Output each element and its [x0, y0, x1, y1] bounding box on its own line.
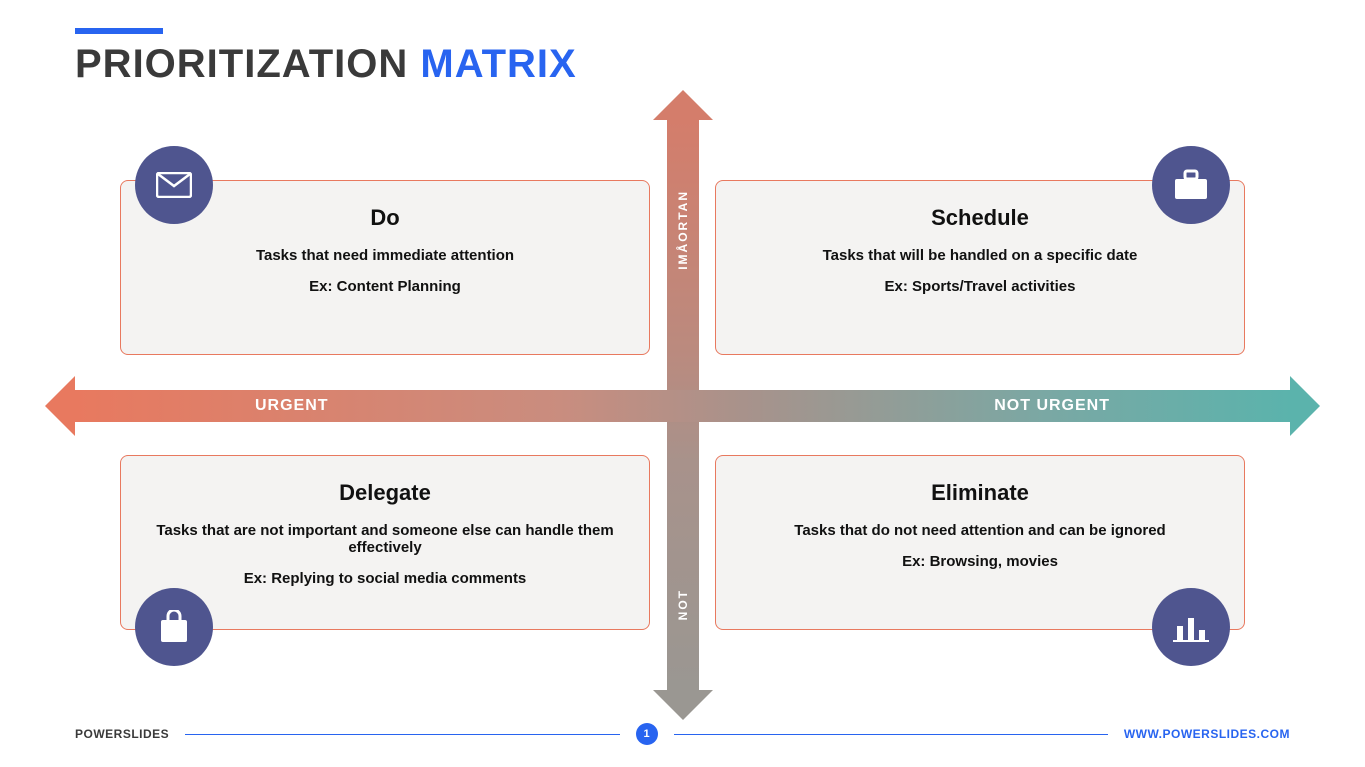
bar-chart-icon	[1152, 588, 1230, 666]
axis-label-urgent: URGENT	[255, 397, 329, 415]
arrow-right-icon	[1290, 376, 1320, 436]
mail-icon	[135, 146, 213, 224]
quadrant-desc: Tasks that do not need attention and can…	[746, 522, 1214, 539]
quadrant-title: Do	[151, 205, 619, 231]
footer-brand: POWERSLIDES	[75, 727, 169, 741]
quadrant-desc: Tasks that need immediate attention	[151, 247, 619, 264]
quadrant-desc: Tasks that are not important and someone…	[151, 522, 619, 556]
shopping-bag-icon	[135, 588, 213, 666]
accent-bar	[75, 28, 163, 34]
quadrant-title: Eliminate	[746, 480, 1214, 506]
quadrant-title: Delegate	[151, 480, 619, 506]
title-word-1: PRIORITIZATION	[75, 42, 408, 86]
arrow-left-icon	[45, 376, 75, 436]
axis-label-not-urgent: NOT URGENT	[994, 397, 1110, 415]
brand-light: SLIDES	[123, 727, 169, 741]
slide-header: PRIORITIZATION MATRIX	[75, 28, 577, 87]
arrow-down-icon	[653, 690, 713, 720]
brand-bold: POWER	[75, 727, 123, 741]
quadrant-desc: Tasks that will be handled on a specific…	[746, 247, 1214, 264]
prioritization-matrix: IMÅORTAN NOT URGENT NOT URGENT Do Tasks …	[75, 150, 1290, 660]
quadrant-example: Ex: Sports/Travel activities	[746, 278, 1214, 295]
footer-divider	[185, 734, 619, 735]
briefcase-icon	[1152, 146, 1230, 224]
axis-label-not-important: NOT	[676, 589, 690, 620]
slide-title: PRIORITIZATION MATRIX	[75, 42, 577, 87]
title-word-2: MATRIX	[420, 42, 576, 86]
horizontal-axis: URGENT NOT URGENT	[75, 390, 1290, 422]
footer-divider	[674, 734, 1108, 735]
quadrant-example: Ex: Browsing, movies	[746, 553, 1214, 570]
axis-label-important: IMÅORTAN	[676, 190, 690, 270]
quadrant-example: Ex: Replying to social media comments	[151, 570, 619, 587]
page-number: 1	[636, 723, 658, 745]
footer-url: WWW.POWERSLIDES.COM	[1124, 727, 1290, 741]
arrow-up-icon	[653, 90, 713, 120]
quadrant-title: Schedule	[746, 205, 1214, 231]
quadrant-example: Ex: Content Planning	[151, 278, 619, 295]
slide-footer: POWERSLIDES 1 WWW.POWERSLIDES.COM	[75, 723, 1290, 745]
